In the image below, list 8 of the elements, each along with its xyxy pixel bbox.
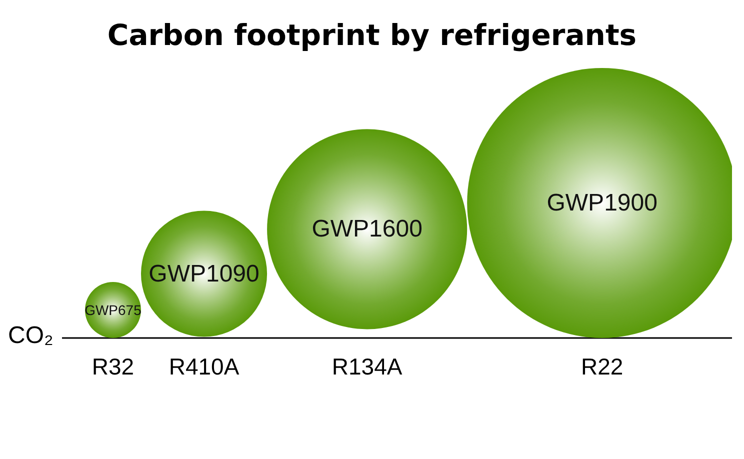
- chart-title: Carbon footprint by refrigerants: [106, 18, 638, 52]
- data-label: GWP1900: [546, 190, 658, 216]
- x-tick-label: R410A: [168, 353, 240, 380]
- data-label: GWP1600: [312, 216, 422, 243]
- x-tick-label: R134A: [332, 353, 403, 380]
- x-tick-label: R32: [92, 353, 134, 380]
- x-tick-label: R22: [581, 353, 624, 380]
- text: CO₂: [8, 322, 54, 350]
